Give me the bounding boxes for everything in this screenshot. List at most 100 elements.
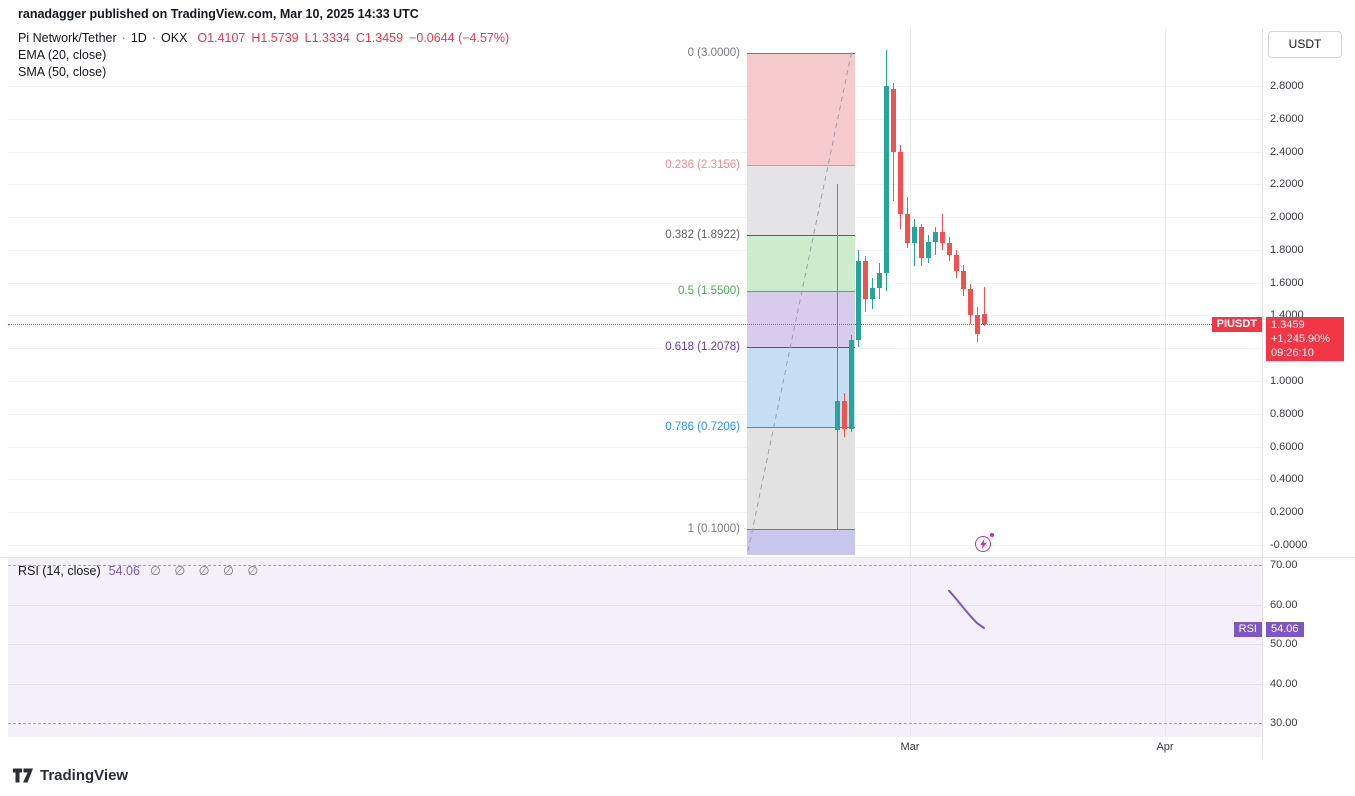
- gridline-horizontal: [8, 315, 1262, 316]
- candle-body: [961, 271, 966, 290]
- tradingview-logo-text: TradingView: [40, 767, 129, 784]
- pane-divider[interactable]: [0, 557, 1355, 558]
- price-tick-label: 2.0000: [1270, 211, 1304, 224]
- price-tick-label: 2.4000: [1270, 145, 1304, 158]
- fib-level-label: 0.5 (1.5500): [677, 284, 740, 297]
- fib-level-label: 1 (0.1000): [687, 522, 740, 535]
- fib-level-label: 0.382 (1.8922): [665, 228, 740, 241]
- candle-wick: [984, 286, 985, 327]
- ohlc-high: H1.5739: [251, 31, 299, 45]
- price-tick-label: 0.4000: [1270, 473, 1304, 486]
- tradingview-logo[interactable]: TradingView: [13, 767, 128, 784]
- price-tick-label: 0.6000: [1270, 440, 1304, 453]
- rsi-axis-value-badge: 54.06: [1266, 622, 1304, 637]
- fib-level-line: [747, 235, 855, 236]
- price-tick-label: -0.0000: [1270, 539, 1308, 551]
- candle-body: [968, 289, 973, 316]
- candle-body: [912, 226, 917, 244]
- rsi-panel-background: [8, 558, 1262, 737]
- gridline-horizontal: [8, 184, 1262, 185]
- candle-body: [849, 340, 854, 429]
- gridline-horizontal: [8, 348, 1262, 349]
- ohlc-close: C1.3459: [355, 31, 404, 45]
- rsi-tick-label: 70.00: [1270, 559, 1298, 571]
- fib-band: [747, 528, 855, 555]
- event-marker-dot: [990, 533, 994, 537]
- rsi-empty-values: ∅ ∅ ∅ ∅ ∅: [149, 564, 264, 578]
- rsi-tick-label: 50.00: [1270, 638, 1298, 650]
- candle-body: [835, 400, 840, 431]
- fib-band: [747, 426, 855, 529]
- exchange-label[interactable]: OKX: [160, 31, 188, 45]
- price-tick-label: 0.2000: [1270, 506, 1304, 519]
- fib-level-label: 0.786 (0.7206): [665, 420, 740, 433]
- price-tick-label: 1.8000: [1270, 243, 1304, 256]
- attribution-text: ranadagger published on TradingView.com,…: [18, 7, 419, 21]
- fib-level-label: 0.618 (1.2078): [665, 341, 740, 353]
- lightning-icon: [975, 536, 991, 552]
- symbol-title[interactable]: Pi Network/Tether: [18, 31, 117, 45]
- gridline-horizontal: [8, 250, 1262, 251]
- gridline-horizontal: [8, 545, 1262, 546]
- current-price-line: [8, 324, 1262, 325]
- gridline-horizontal: [8, 479, 1262, 480]
- price-axis-border: [1262, 28, 1263, 760]
- candle-body: [863, 261, 868, 300]
- candle-body: [919, 226, 924, 259]
- gridline-horizontal: [8, 512, 1262, 513]
- gridline-horizontal: [8, 152, 1262, 153]
- time-axis[interactable]: [8, 737, 1262, 760]
- fib-band: [747, 290, 855, 347]
- rsi-gridline: [8, 684, 1262, 685]
- candle-body: [884, 85, 889, 273]
- fib-level-label: 0 (3.0000): [687, 47, 740, 60]
- fib-level-line: [747, 529, 855, 530]
- fib-band: [747, 165, 855, 235]
- tradingview-logo-icon: [13, 768, 33, 783]
- rsi-tick-label: 60.00: [1270, 598, 1298, 611]
- bar-countdown: 09:26:10: [1271, 347, 1314, 359]
- gridline-vertical: [1165, 28, 1166, 737]
- event-marker-icon[interactable]: [975, 533, 995, 553]
- symbol-row: Pi Network/Tether · 1D · OKX O1.4107 H1.5739 L1…: [18, 30, 509, 47]
- separator-dot: ·: [151, 31, 156, 45]
- current-price-value: 1.3459: [1271, 319, 1305, 331]
- fib-band: [747, 53, 855, 166]
- symbol-price-label: PIUSDT: [1211, 317, 1262, 332]
- ohlc-open: O1.4107: [197, 31, 246, 45]
- gridline-vertical: [910, 28, 911, 737]
- indicator-ema-label[interactable]: EMA (20, close): [18, 48, 107, 62]
- indicator-sma-label[interactable]: SMA (50, close): [18, 65, 107, 79]
- gridline-horizontal: [8, 381, 1262, 382]
- price-tick-label: 1.6000: [1270, 276, 1304, 289]
- candle-body: [891, 89, 896, 152]
- currency-usdt-button[interactable]: USDT: [1268, 31, 1342, 58]
- candle-body: [877, 272, 882, 288]
- gridline-horizontal: [8, 283, 1262, 284]
- gridline-horizontal: [8, 447, 1262, 448]
- candle-body: [982, 313, 987, 325]
- price-tick-label: 2.6000: [1270, 112, 1304, 125]
- separator-dot: ·: [121, 31, 126, 45]
- rsi-gridline: [8, 605, 1262, 606]
- candle-body: [905, 213, 910, 244]
- current-price-change: +1,245.90%: [1271, 333, 1331, 345]
- candle-body: [933, 231, 938, 242]
- fib-level-line: [747, 165, 855, 166]
- candle-body: [870, 287, 875, 300]
- gridline-horizontal: [8, 414, 1262, 415]
- price-tick-label: 2.8000: [1270, 79, 1304, 92]
- rsi-indicator-label[interactable]: RSI (14, close): [18, 564, 101, 578]
- price-tick-label: 1.0000: [1270, 375, 1304, 388]
- interval-label[interactable]: 1D: [130, 31, 147, 45]
- fib-level-line: [747, 291, 855, 292]
- price-tick-label: 2.2000: [1270, 178, 1304, 191]
- gridline-horizontal: [8, 119, 1262, 120]
- ohlc-change: −0.0644 (−4.57%): [409, 31, 510, 45]
- rsi-value: 54.06: [108, 564, 140, 578]
- gridline-horizontal: [8, 86, 1262, 87]
- rsi-band-line: [8, 723, 1262, 724]
- fib-level-line: [747, 53, 855, 54]
